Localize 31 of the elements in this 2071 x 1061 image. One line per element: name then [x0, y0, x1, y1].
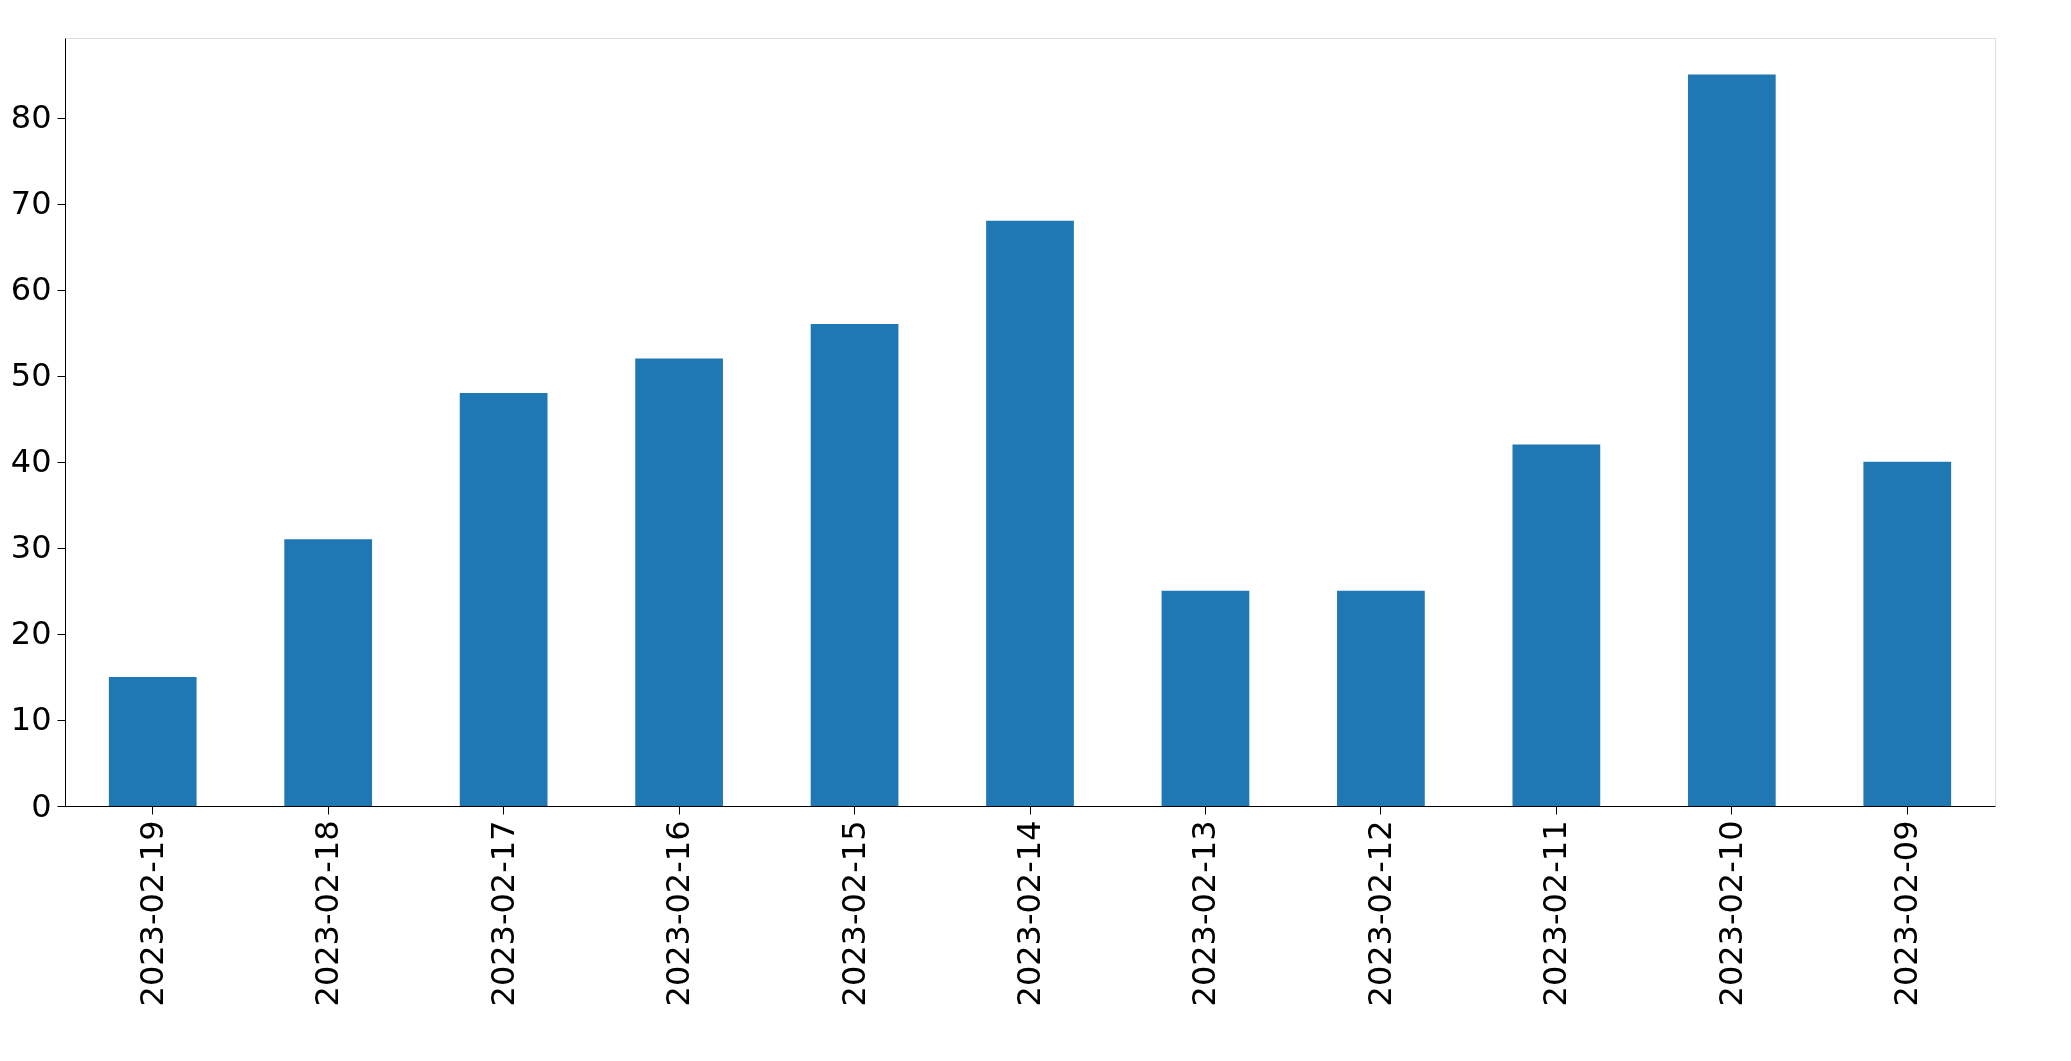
- y-tick-label: 70: [10, 184, 52, 223]
- y-tick-label: 10: [10, 700, 52, 739]
- x-tick-label: 2023-02-15: [834, 820, 873, 1007]
- x-tick-label: 2023-02-14: [1010, 820, 1048, 1007]
- bar: [1863, 461, 1952, 806]
- y-tick-label: 50: [10, 356, 52, 395]
- y-tick-label: 0: [31, 786, 52, 825]
- x-tick-label: 2023-02-19: [132, 820, 171, 1007]
- x-tick-label: 2023-02-10: [1711, 820, 1750, 1007]
- bar: [1337, 590, 1425, 806]
- x-tick-label: 2023-02-16: [659, 820, 698, 1007]
- bar: [1512, 444, 1601, 806]
- bar: [810, 324, 899, 806]
- y-tick-label: 30: [10, 528, 52, 567]
- x-tick-label: 2023-02-11: [1536, 820, 1575, 1007]
- bar: [986, 220, 1074, 806]
- x-tick-label: 2023-02-13: [1185, 820, 1224, 1007]
- x-tick-label: 2023-02-12: [1360, 820, 1399, 1007]
- y-tick-label: 60: [10, 270, 52, 309]
- x-tick-label: 2023-02-18: [308, 820, 347, 1007]
- bar: [1161, 590, 1250, 806]
- y-tick-label: 20: [10, 614, 52, 653]
- bar: [284, 539, 373, 806]
- bar: [1687, 74, 1776, 806]
- bar: [108, 676, 197, 806]
- bar: [635, 358, 723, 806]
- x-tick-label: 2023-02-09: [1887, 820, 1926, 1007]
- bar: [459, 392, 548, 806]
- x-tick-label: 2023-02-17: [483, 820, 522, 1007]
- y-tick-label: 40: [10, 442, 52, 481]
- y-tick-label: 80: [10, 98, 52, 137]
